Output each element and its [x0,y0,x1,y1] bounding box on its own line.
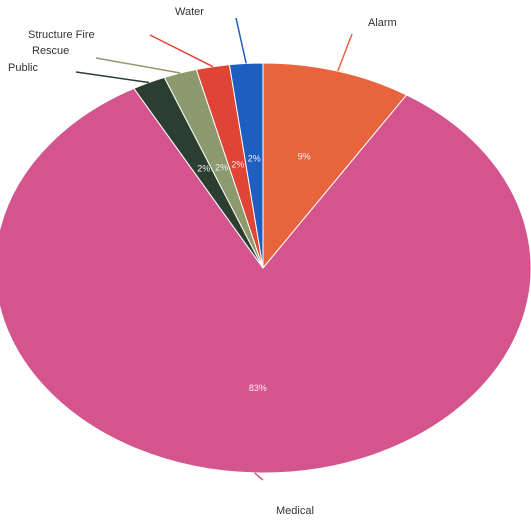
callout-label-alarm: Alarm [368,17,397,29]
pct-label-rescue: 2% [215,163,228,173]
callout-line-rescue [95,57,181,74]
pct-label-public: 2% [197,164,210,174]
slices-layer [0,62,531,474]
pct-label-structure-fire: 2% [231,159,244,169]
pct-label-medical: 83% [249,383,267,393]
percent-labels-layer: 9%83%2% 2% 2%2% [197,152,310,393]
callout-label-public: Public [8,62,38,74]
callout-layer: Alarm Medical Public Rescue Structure Fire Wa… [8,6,397,517]
pct-label-alarm: 9% [298,152,311,162]
callout-label-structure-fire: Structure Fire [28,29,95,41]
callout-line-alarm [337,33,353,72]
callout-line-public [75,71,150,84]
callout-line-structure-fire [149,34,214,68]
pie-slice-alarm [262,62,408,270]
callout-label-rescue: Rescue [32,45,69,57]
callout-line-medical [254,472,264,481]
pct-label-water: 2% [248,154,261,164]
callout-line-water [235,17,247,64]
pie-slice-medical [0,87,531,474]
callout-label-medical: Medical [276,505,314,517]
callout-label-water: Water [175,6,204,18]
